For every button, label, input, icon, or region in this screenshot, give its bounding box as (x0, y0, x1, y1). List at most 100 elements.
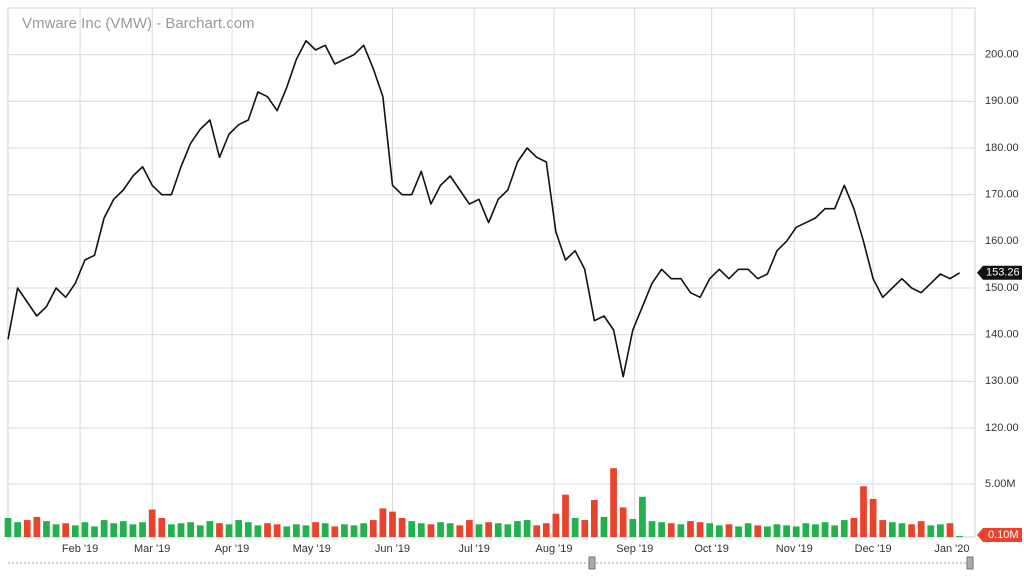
volume-bar (331, 526, 339, 537)
volume-bar (62, 523, 70, 537)
volume-bar (802, 523, 810, 537)
x-tick-label: Jul '19 (458, 543, 489, 555)
volume-bar (168, 524, 175, 537)
volume-bar (514, 521, 521, 537)
volume-bar (523, 520, 531, 537)
volume-bar (71, 525, 79, 537)
volume-bar (927, 525, 935, 537)
volume-bar (908, 524, 915, 537)
volume-bar (542, 523, 550, 537)
x-tick-label: Dec '19 (855, 543, 892, 555)
volume-bar (456, 525, 464, 537)
volume-bar (639, 496, 646, 537)
last-volume-label: 0.10M (988, 529, 1019, 541)
volume-bar (879, 520, 887, 537)
volume-bar (196, 525, 204, 537)
volume-bar (773, 524, 781, 537)
y-tick-label: 180.00 (985, 142, 1019, 154)
volume-bar (946, 523, 954, 537)
volume-bar (687, 521, 694, 537)
volume-bar (264, 523, 271, 537)
y-tick-label: 160.00 (985, 235, 1019, 247)
volume-bar (629, 519, 637, 537)
last-price-tag (977, 265, 1022, 280)
x-tick-label: Oct '19 (694, 543, 729, 555)
volume-tick-label: 5.00M (985, 478, 1016, 490)
x-tick-label: Jun '19 (375, 543, 410, 555)
x-tick-label: Jan '20 (934, 543, 969, 555)
volume-bar (437, 522, 444, 537)
volume-bar (658, 522, 666, 537)
volume-bar (533, 525, 541, 537)
volume-bar (350, 525, 358, 537)
volume-bar (244, 522, 252, 537)
volume-bar (648, 521, 656, 537)
x-tick-label: Aug '19 (535, 543, 572, 555)
volume-bar (860, 486, 867, 537)
volume-bar (398, 517, 406, 537)
volume-bar (43, 521, 50, 537)
volume-bar (177, 523, 185, 537)
plot-frame (7, 7, 976, 538)
volume-bar (4, 517, 12, 537)
volume-bar (677, 524, 685, 537)
volume-bar (446, 523, 454, 537)
volume-bar (494, 523, 502, 537)
y-tick-label: 150.00 (985, 282, 1019, 294)
y-tick-label: 140.00 (985, 329, 1019, 341)
volume-bar (379, 508, 387, 537)
volume-bar (33, 516, 41, 537)
scrollbar[interactable] (8, 556, 975, 570)
volume-bar (129, 524, 137, 537)
volume-bar (273, 524, 281, 537)
volume-bar (360, 523, 368, 537)
volume-bar (485, 522, 492, 537)
volume-bar (667, 523, 675, 537)
volume-bar (206, 521, 214, 537)
volume-bar (81, 522, 89, 537)
chart-title: Vmware Inc (VMW) - Barchart.com (22, 15, 255, 32)
volume-bar (293, 524, 300, 537)
last-volume-tag (977, 528, 1022, 542)
volume-bar (417, 523, 425, 537)
volume-bar (187, 522, 194, 537)
volume-bar (812, 524, 819, 537)
volume-bar (764, 526, 771, 537)
volume-bar (610, 468, 617, 537)
x-tick-label: May '19 (293, 543, 331, 555)
volume-bar (888, 522, 896, 537)
volume-bar (23, 520, 31, 537)
volume-bar (369, 520, 377, 537)
volume-bar (744, 523, 752, 537)
volume-bar (475, 524, 483, 537)
volume-bar (321, 523, 329, 537)
volume-bar (590, 499, 598, 537)
volume-bar (302, 525, 310, 537)
y-tick-label: 190.00 (985, 95, 1019, 107)
volume-bar (562, 494, 569, 537)
y-tick-label: 120.00 (985, 422, 1019, 434)
volume-bar (341, 524, 348, 537)
volume-bar (235, 520, 243, 537)
volume-bar (283, 526, 291, 537)
volume-bar (100, 520, 108, 537)
volume-bar (91, 526, 98, 537)
volume-bar (216, 523, 223, 537)
volume-bar (706, 523, 714, 537)
volume-bar (840, 520, 848, 537)
y-tick-label: 200.00 (985, 49, 1019, 61)
y-tick-label: 130.00 (985, 375, 1019, 387)
volume-bar (821, 522, 829, 537)
volume-bar (783, 525, 790, 537)
volume-bar (119, 521, 127, 537)
last-price-label: 153.26 (986, 267, 1020, 279)
x-tick-label: Nov '19 (776, 543, 813, 555)
volume-bar (312, 522, 319, 537)
volume-bar (831, 525, 839, 537)
volume-bar (571, 517, 579, 537)
volume-bar (14, 522, 21, 537)
volume-bar (148, 509, 156, 537)
volume-bar (735, 526, 742, 537)
volume-bar (427, 524, 435, 537)
